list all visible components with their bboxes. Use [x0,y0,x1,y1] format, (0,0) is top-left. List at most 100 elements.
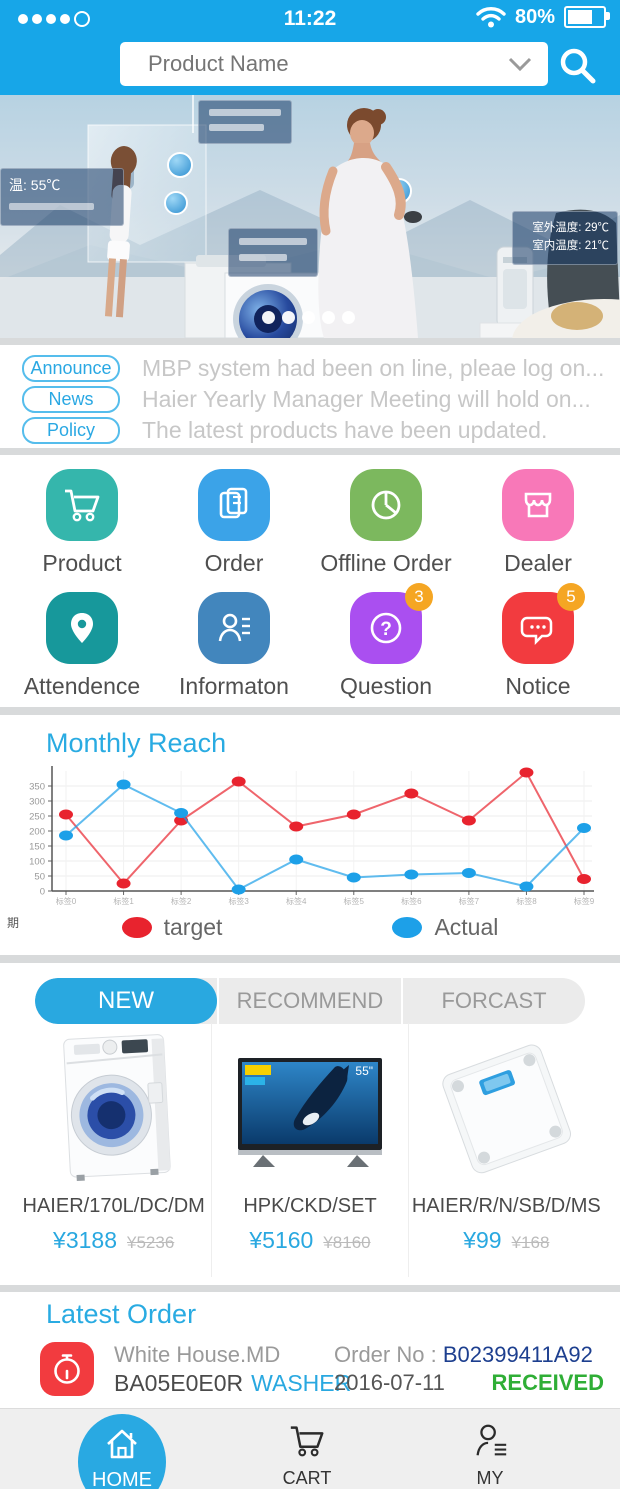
svg-text:250: 250 [29,812,45,823]
news-text: Haier Yearly Manager Meeting will hold o… [142,385,591,412]
product-card-washer[interactable]: HAIER/170L/DC/DM ¥3188 ¥5236 [16,1023,211,1277]
order-status-badge: RECEIVED [491,1370,604,1395]
product-price: ¥5160 ¥8160 [249,1227,371,1253]
actual-swatch [392,916,423,938]
svg-text:标签1: 标签1 [113,896,134,906]
grid-item-offline-order[interactable]: Offline Order [310,469,462,584]
svg-text:标签2: 标签2 [171,896,192,906]
product-card-tv[interactable]: 55" HPK/CKD/SET ¥5160 ¥8160 [211,1023,407,1277]
chart-title: Monthly Reach [46,728,227,758]
tab-new[interactable]: NEW [35,978,217,1024]
product-name: HPK/CKD/SET [243,1195,377,1217]
tv-image: 55" [237,1058,382,1167]
signal-strength-icon [18,11,90,27]
product-price: ¥3188 ¥5236 [53,1227,175,1253]
search-select[interactable] [120,42,548,86]
stopwatch-icon [40,1342,94,1396]
hero-banner[interactable]: 温: 55℃ 室外温度: 29℃ 室内温度: 21℃ [0,95,620,338]
carousel-dot[interactable] [262,311,275,324]
product-type: WASHER [251,1370,352,1396]
svg-text:?: ? [380,619,392,640]
svg-text:0: 0 [40,887,45,898]
legend-target[interactable]: target [121,914,222,941]
svg-text:标签3: 标签3 [228,896,249,906]
product-old-price: ¥8160 [323,1233,371,1252]
svg-text:标签9: 标签9 [574,896,595,906]
svg-text:350: 350 [29,782,45,793]
woman-in-dress [318,108,422,338]
policy-text: The latest products have been updated. [142,416,548,443]
svg-text:标签6: 标签6 [401,896,422,906]
search-input[interactable] [146,50,508,78]
question-badge: 3 [405,583,433,611]
product-card-scale[interactable]: HAIER/R/N/SB/D/MS ¥99 ¥168 [407,1023,604,1277]
announcement-panel: Announce MBP system had been on line, pl… [0,345,620,448]
grid-item-product[interactable]: Product [6,469,158,584]
svg-text:50: 50 [34,872,45,883]
grid-item-dealer[interactable]: Dealer [462,469,614,584]
news-tag[interactable]: News [22,385,120,413]
search-row [0,40,620,92]
svg-text:标签5: 标签5 [344,896,365,906]
carousel-dots [262,311,355,324]
nav-label: HOME [92,1469,152,1489]
legend-actual[interactable]: Actual [392,914,498,941]
nav-item-cart[interactable]: CART [247,1409,367,1489]
grid-item-question[interactable]: ? 3 Question [310,583,462,707]
tab-recommend[interactable]: RECOMMEND [217,978,401,1024]
announcement-row[interactable]: Announce MBP system had been on line, pl… [22,353,608,383]
tab-forcast[interactable]: FORCAST [401,978,585,1024]
order-no-line: Order No : B02399411A92 [334,1342,593,1367]
announcement-row[interactable]: News Haier Yearly Manager Meeting will h… [22,384,608,414]
svg-text:55": 55" [355,1064,373,1078]
location-pin-icon [46,592,118,664]
order-row[interactable]: White House.MD BA05E0E0R WASHER Order No … [40,1342,604,1398]
hero-scene [0,95,620,338]
policy-tag[interactable]: Policy [22,416,120,444]
grid-item-order[interactable]: Order [158,469,310,584]
svg-text:300: 300 [29,797,45,808]
nav-label: CART [282,1468,332,1488]
products-panel: NEW RECOMMEND FORCAST [0,963,620,1285]
product-name: HAIER/R/N/SB/D/MS [411,1195,601,1217]
monthly-reach-plot: 0 50 100 150 200 250 300 350 标签0 标签1 标签2 标签3 标签4 标签5 标… [29,766,595,906]
carousel-dot[interactable] [322,311,335,324]
person-icon [476,1424,507,1456]
announcement-row[interactable]: Policy The latest products have been upd… [22,415,608,445]
clock-time: 11:22 [283,7,337,30]
nav-item-home[interactable]: HOME [78,1414,166,1489]
product-old-price: ¥168 [511,1233,550,1252]
grid-label: Order [204,550,264,576]
chart-legend: target Actual [0,911,620,943]
grid-item-informaton[interactable]: Informaton [158,592,310,707]
chevron-down-icon[interactable] [508,57,532,72]
grid-label: Offline Order [320,550,452,576]
svg-text:100: 100 [29,857,45,868]
battery-icon [564,6,610,28]
order-date: 2016-07-11 [334,1370,445,1395]
carousel-dot[interactable] [342,311,355,324]
product-old-price: ¥5236 [127,1233,175,1252]
nav-item-my[interactable]: MY [430,1409,550,1489]
target-swatch [121,916,152,938]
grid-label: Product [42,550,122,576]
axis-note: 期 [7,916,20,930]
status-bar: 11:22 80% [0,0,620,36]
callout-material [228,228,318,277]
grid-label: Dealer [504,550,572,576]
pie-chart-icon [350,469,422,541]
svg-text:标签8: 标签8 [516,896,537,906]
carousel-dot[interactable] [282,311,295,324]
grid-label: Question [339,673,433,699]
announce-tag[interactable]: Announce [22,354,120,382]
product-tabs: NEW RECOMMEND FORCAST [35,978,585,1024]
nav-label: MY [476,1468,504,1488]
search-icon[interactable] [556,44,598,86]
grid-label: Attendence [23,673,141,699]
feature-grid: Product Order Offline Order Dealer Atten… [0,455,620,707]
grid-item-attendence[interactable]: Attendence [6,592,158,707]
grid-item-notice[interactable]: 5 Notice [462,583,614,707]
contact-person-icon [198,592,270,664]
carousel-dot[interactable] [302,311,315,324]
